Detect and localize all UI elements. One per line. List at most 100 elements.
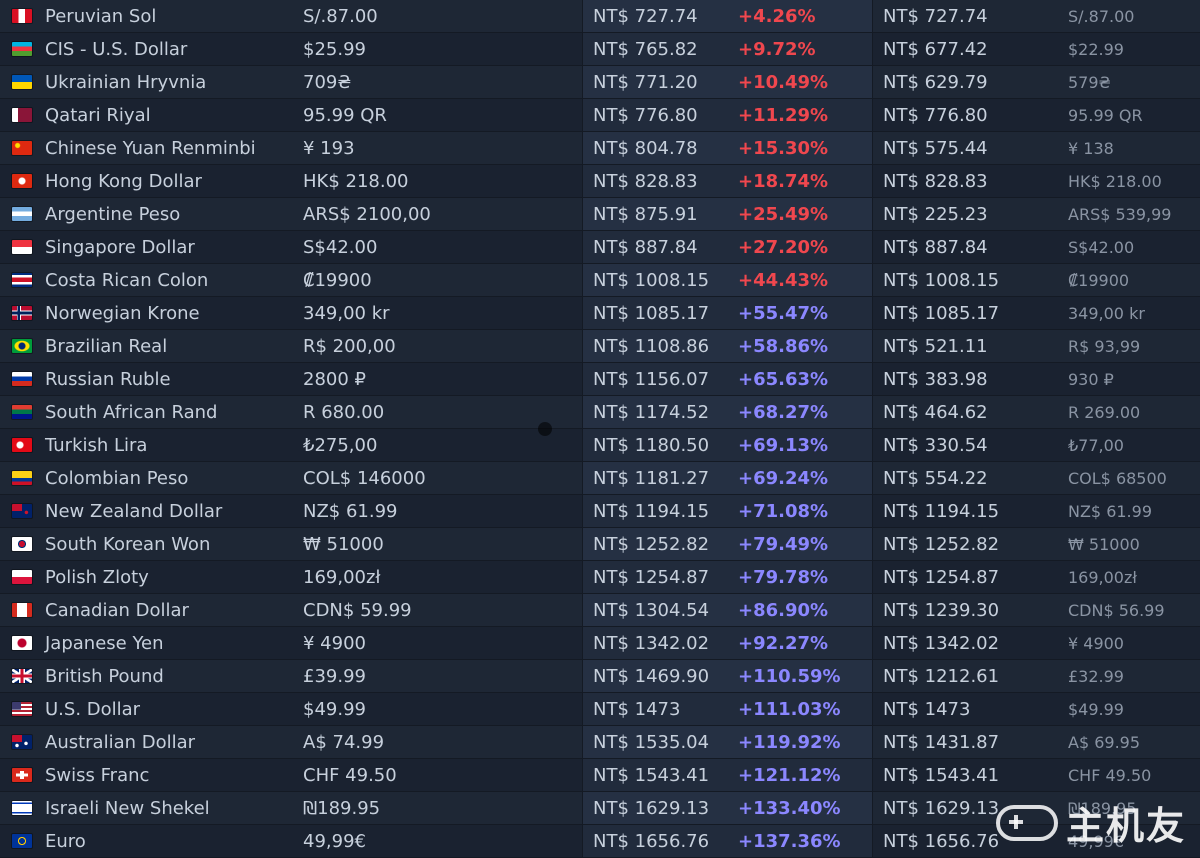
- local-price-2: $49.99: [1058, 693, 1200, 725]
- local-price-2: 579₴: [1058, 66, 1200, 98]
- local-price: S$42.00: [293, 231, 583, 263]
- local-price: £39.99: [293, 660, 583, 692]
- currency-name-cell: South Korean Won: [0, 528, 293, 560]
- local-price-2: $22.99: [1058, 33, 1200, 65]
- table-row: New Zealand Dollar NZ$ 61.99 NT$ 1194.15…: [0, 495, 1200, 528]
- pe-flag-icon: [12, 9, 32, 23]
- local-price-2: ¥ 138: [1058, 132, 1200, 164]
- converted-price: NT$ 1629.13: [583, 792, 728, 824]
- currency-name: Qatari Riyal: [45, 104, 151, 126]
- percent-difference: +9.72%: [728, 33, 873, 65]
- currency-name-cell: Norwegian Krone: [0, 297, 293, 329]
- sg-flag-icon: [12, 240, 32, 254]
- currency-name-cell: U.S. Dollar: [0, 693, 293, 725]
- converted-price: NT$ 1181.27: [583, 462, 728, 494]
- local-price-2: ₺77,00: [1058, 429, 1200, 461]
- currency-name-cell: Hong Kong Dollar: [0, 165, 293, 197]
- converted-price-2: NT$ 554.22: [873, 462, 1058, 494]
- eu-flag-icon: [12, 834, 32, 848]
- local-price: ARS$ 2100,00: [293, 198, 583, 230]
- currency-name: Chinese Yuan Renminbi: [45, 137, 256, 159]
- converted-price-2: NT$ 330.54: [873, 429, 1058, 461]
- local-price: S/.87.00: [293, 0, 583, 32]
- ca-flag-icon: [12, 603, 32, 617]
- table-row: Colombian Peso COL$ 146000 NT$ 1181.27 +…: [0, 462, 1200, 495]
- percent-difference: +69.13%: [728, 429, 873, 461]
- currency-name: Euro: [45, 830, 86, 852]
- currency-name-cell: Chinese Yuan Renminbi: [0, 132, 293, 164]
- table-row: Brazilian Real R$ 200,00 NT$ 1108.86 +58…: [0, 330, 1200, 363]
- converted-price-2: NT$ 1543.41: [873, 759, 1058, 791]
- converted-price-2: NT$ 1473: [873, 693, 1058, 725]
- local-price-2: ₡19900: [1058, 264, 1200, 296]
- no-flag-icon: [12, 306, 32, 320]
- converted-price: NT$ 1342.02: [583, 627, 728, 659]
- local-price-2: R 269.00: [1058, 396, 1200, 428]
- currency-name-cell: South African Rand: [0, 396, 293, 428]
- currency-name: Brazilian Real: [45, 335, 168, 357]
- local-price-2: 930 ₽: [1058, 363, 1200, 395]
- table-row: Costa Rican Colon ₡19900 NT$ 1008.15 +44…: [0, 264, 1200, 297]
- converted-price: NT$ 1473: [583, 693, 728, 725]
- currency-name: Turkish Lira: [45, 434, 148, 456]
- table-row: Israeli New Shekel ₪189.95 NT$ 1629.13 +…: [0, 792, 1200, 825]
- local-price-2: ₪189.95: [1058, 792, 1200, 824]
- currency-name: Singapore Dollar: [45, 236, 195, 258]
- local-price-2: CHF 49.50: [1058, 759, 1200, 791]
- table-row: Canadian Dollar CDN$ 59.99 NT$ 1304.54 +…: [0, 594, 1200, 627]
- currency-name: Polish Zloty: [45, 566, 149, 588]
- us-flag-icon: [12, 702, 32, 716]
- converted-price: NT$ 1469.90: [583, 660, 728, 692]
- currency-name: New Zealand Dollar: [45, 500, 223, 522]
- local-price: ¥ 4900: [293, 627, 583, 659]
- currency-name: Ukrainian Hryvnia: [45, 71, 207, 93]
- table-row: South Korean Won ₩ 51000 NT$ 1252.82 +79…: [0, 528, 1200, 561]
- local-price: 2800 ₽: [293, 363, 583, 395]
- local-price: R 680.00: [293, 396, 583, 428]
- percent-difference: +137.36%: [728, 825, 873, 857]
- currency-name-cell: Euro: [0, 825, 293, 857]
- converted-price: NT$ 727.74: [583, 0, 728, 32]
- au-flag-icon: [12, 735, 32, 749]
- currency-name: Hong Kong Dollar: [45, 170, 202, 192]
- local-price: A$ 74.99: [293, 726, 583, 758]
- local-price-2: R$ 93,99: [1058, 330, 1200, 362]
- local-price-2: A$ 69.95: [1058, 726, 1200, 758]
- percent-difference: +119.92%: [728, 726, 873, 758]
- percent-difference: +18.74%: [728, 165, 873, 197]
- local-price: ¥ 193: [293, 132, 583, 164]
- local-price: R$ 200,00: [293, 330, 583, 362]
- percent-difference: +69.24%: [728, 462, 873, 494]
- converted-price-2: NT$ 575.44: [873, 132, 1058, 164]
- table-row: Argentine Peso ARS$ 2100,00 NT$ 875.91 +…: [0, 198, 1200, 231]
- local-price: CHF 49.50: [293, 759, 583, 791]
- tr-flag-icon: [12, 438, 32, 452]
- currency-name: South African Rand: [45, 401, 218, 423]
- converted-price-2: NT$ 629.79: [873, 66, 1058, 98]
- local-price-2: ₩ 51000: [1058, 528, 1200, 560]
- currency-name: Peruvian Sol: [45, 5, 157, 27]
- qa-flag-icon: [12, 108, 32, 122]
- ch-flag-icon: [12, 768, 32, 782]
- kr-flag-icon: [12, 537, 32, 551]
- table-row: Japanese Yen ¥ 4900 NT$ 1342.02 +92.27% …: [0, 627, 1200, 660]
- local-price: 95.99 QR: [293, 99, 583, 131]
- percent-difference: +79.49%: [728, 528, 873, 560]
- local-price: 709₴: [293, 66, 583, 98]
- converted-price-2: NT$ 727.74: [873, 0, 1058, 32]
- currency-name-cell: Costa Rican Colon: [0, 264, 293, 296]
- converted-price: NT$ 1108.86: [583, 330, 728, 362]
- local-price-2: 349,00 kr: [1058, 297, 1200, 329]
- table-row: Swiss Franc CHF 49.50 NT$ 1543.41 +121.1…: [0, 759, 1200, 792]
- currency-name: Australian Dollar: [45, 731, 196, 753]
- percent-difference: +10.49%: [728, 66, 873, 98]
- local-price: $25.99: [293, 33, 583, 65]
- ru-flag-icon: [12, 372, 32, 386]
- currency-name-cell: Singapore Dollar: [0, 231, 293, 263]
- converted-price-2: NT$ 1254.87: [873, 561, 1058, 593]
- converted-price-2: NT$ 1252.82: [873, 528, 1058, 560]
- currency-name: Canadian Dollar: [45, 599, 189, 621]
- local-price: NZ$ 61.99: [293, 495, 583, 527]
- local-price: 49,99€: [293, 825, 583, 857]
- local-price-2: £32.99: [1058, 660, 1200, 692]
